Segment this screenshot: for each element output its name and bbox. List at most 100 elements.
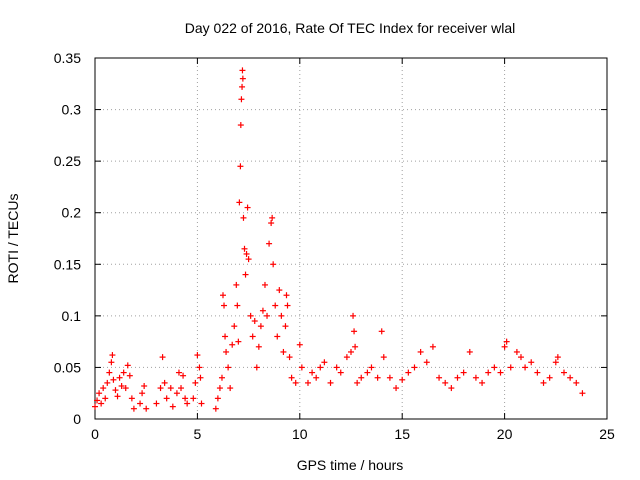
data-point xyxy=(239,67,246,74)
data-point xyxy=(313,374,320,381)
data-point xyxy=(298,364,305,371)
data-point xyxy=(237,163,244,170)
data-point xyxy=(104,379,111,386)
data-point xyxy=(243,250,250,257)
x-axis-label: GPS time / hours xyxy=(297,457,404,473)
data-point xyxy=(242,271,249,278)
data-point xyxy=(399,376,406,383)
data-point xyxy=(227,385,234,392)
data-point xyxy=(253,364,260,371)
data-point xyxy=(374,374,381,381)
data-point xyxy=(358,374,365,381)
data-point xyxy=(460,369,467,376)
data-point xyxy=(233,281,240,288)
x-tick-label: 15 xyxy=(394,426,410,442)
data-point xyxy=(579,390,586,397)
data-point xyxy=(241,245,248,252)
y-tick-label: 0.15 xyxy=(54,256,81,272)
data-point xyxy=(386,374,393,381)
data-point xyxy=(417,348,424,355)
data-point xyxy=(94,397,101,404)
data-point xyxy=(350,312,357,319)
data-point xyxy=(405,369,412,376)
data-point xyxy=(167,385,174,392)
data-point xyxy=(120,369,127,376)
data-point xyxy=(173,390,180,397)
data-point xyxy=(448,385,455,392)
data-point xyxy=(236,199,243,206)
data-point xyxy=(368,364,375,371)
data-point xyxy=(190,395,197,402)
data-point xyxy=(247,312,254,319)
data-point xyxy=(272,302,279,309)
x-tick-label: 20 xyxy=(497,426,513,442)
data-point xyxy=(238,96,245,103)
data-point xyxy=(234,302,241,309)
data-point xyxy=(343,354,350,361)
data-point xyxy=(442,379,449,386)
data-point xyxy=(184,400,191,407)
data-point xyxy=(321,359,328,366)
y-tick-label: 0 xyxy=(73,411,81,427)
data-point xyxy=(192,379,199,386)
data-point xyxy=(380,354,387,361)
data-point xyxy=(522,364,529,371)
data-point xyxy=(214,395,221,402)
data-point xyxy=(261,281,268,288)
data-point xyxy=(216,385,223,392)
data-point xyxy=(112,387,119,394)
data-point xyxy=(560,369,567,376)
data-point xyxy=(175,369,182,376)
data-point xyxy=(266,240,273,247)
data-point xyxy=(222,333,229,340)
data-point xyxy=(102,395,109,402)
data-point xyxy=(98,400,105,407)
data-point xyxy=(327,379,334,386)
data-point xyxy=(110,376,117,383)
data-point xyxy=(194,352,201,359)
data-points xyxy=(92,67,586,412)
data-point xyxy=(240,214,247,221)
data-point xyxy=(352,343,359,350)
axis-ticks: 0 5 10 15 20 25 0 0.05 0.1 0.15 0.2 0.25 0.3 0.35 xyxy=(54,50,615,442)
data-point xyxy=(351,328,358,335)
plot-frame xyxy=(94,57,608,420)
data-point xyxy=(378,328,385,335)
data-point xyxy=(472,374,479,381)
y-tick-label: 0.25 xyxy=(54,153,81,169)
y-tick-label: 0.05 xyxy=(54,359,81,375)
data-point xyxy=(270,261,277,268)
data-point xyxy=(276,287,283,294)
data-point xyxy=(528,359,535,366)
data-point xyxy=(237,122,244,129)
x-tick-label: 25 xyxy=(599,426,615,442)
data-point xyxy=(220,292,226,299)
data-point xyxy=(106,369,113,376)
data-point xyxy=(283,292,290,299)
data-point xyxy=(182,395,189,402)
data-point xyxy=(245,256,252,263)
data-point xyxy=(333,364,340,371)
data-point xyxy=(264,312,271,319)
data-point xyxy=(296,341,303,348)
data-point xyxy=(157,385,164,392)
data-point xyxy=(393,385,400,392)
data-point xyxy=(304,379,311,386)
data-point xyxy=(114,393,121,400)
data-point xyxy=(244,204,251,211)
data-point xyxy=(513,348,520,355)
data-point xyxy=(497,369,504,376)
data-point xyxy=(288,374,295,381)
data-point xyxy=(137,400,144,407)
data-point xyxy=(124,362,131,369)
data-point xyxy=(554,354,561,361)
data-point xyxy=(178,385,185,392)
data-point xyxy=(540,379,547,386)
data-point xyxy=(153,400,160,407)
grid-lines xyxy=(95,58,607,419)
x-tick-label: 10 xyxy=(292,426,308,442)
y-tick-label: 0.35 xyxy=(54,50,81,66)
data-point xyxy=(282,323,289,330)
data-point xyxy=(159,354,166,361)
data-point xyxy=(225,364,232,371)
